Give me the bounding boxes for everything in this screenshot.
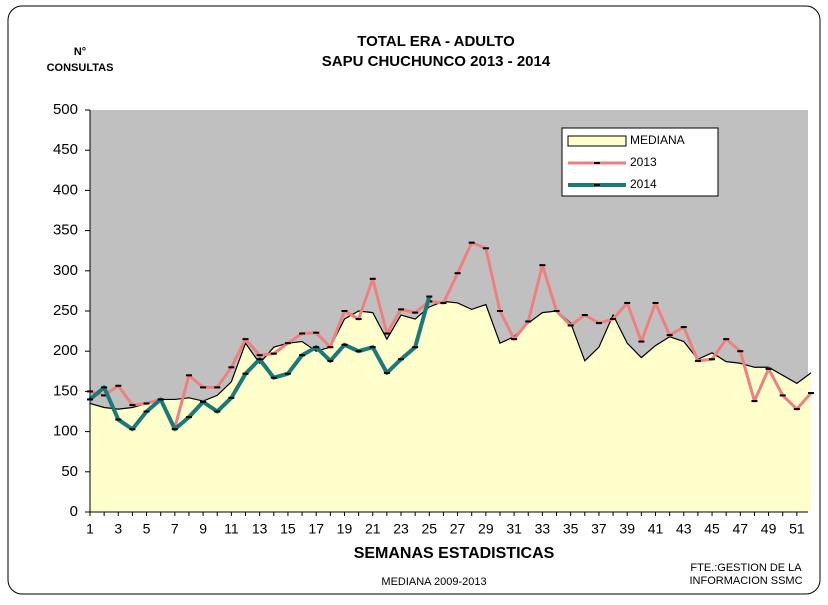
y-tick-label: 250 <box>53 302 78 319</box>
source: INFORMACION SSMC <box>689 575 802 587</box>
x-tick-label: 25 <box>422 521 438 537</box>
y-tick-label: 400 <box>53 181 78 198</box>
x-tick-label: 11 <box>224 521 239 537</box>
x-tick-label: 45 <box>704 521 720 537</box>
legend-label: 2013 <box>630 155 657 169</box>
x-tick-label: 51 <box>789 521 805 537</box>
x-tick-label: 23 <box>393 521 409 537</box>
x-tick-label: 1 <box>86 521 94 537</box>
x-tick-label: 43 <box>676 521 692 537</box>
y-label: CONSULTAS <box>47 62 114 74</box>
y-tick-label: 450 <box>53 141 78 158</box>
x-tick-label: 37 <box>591 521 607 537</box>
x-tick-label: 3 <box>114 521 122 537</box>
x-tick-label: 39 <box>619 521 635 537</box>
legend: MEDIANA 2013 2014 <box>561 127 719 197</box>
x-tick-label: 49 <box>761 521 777 537</box>
x-tick-label: 35 <box>563 521 579 537</box>
y-tick-label: 500 <box>53 101 78 118</box>
legend-swatch <box>567 135 627 147</box>
series-line <box>89 241 813 430</box>
legend-label: MEDIANA <box>630 133 685 147</box>
x-tick-label: 31 <box>506 521 522 537</box>
legend-label: 2014 <box>630 177 657 191</box>
note: MEDIANA 2009-2013 <box>381 576 486 588</box>
chart-title: TOTAL ERA - ADULTO <box>357 33 515 50</box>
y-tick-label: 300 <box>53 262 78 279</box>
x-tick-label: 9 <box>199 521 207 537</box>
area-line <box>89 300 812 410</box>
y-label: N° <box>74 46 86 58</box>
y-tick-label: 200 <box>53 342 78 359</box>
x-tick-label: 47 <box>733 521 749 537</box>
x-tick-label: 17 <box>308 521 324 537</box>
x-tick-label: 27 <box>450 521 466 537</box>
y-tick-label: 50 <box>61 463 78 480</box>
x-tick-label: 33 <box>535 521 551 537</box>
chart-subtitle: SAPU CHUCHUNCO 2013 - 2014 <box>322 53 551 70</box>
x-tick-label: 15 <box>280 521 296 537</box>
source: FTE.:GESTION DE LA <box>690 562 802 574</box>
x-tick-label: 21 <box>365 521 381 537</box>
x-tick-label: 29 <box>478 521 494 537</box>
y-tick-label: 0 <box>70 503 78 520</box>
x-tick-label: 19 <box>337 521 353 537</box>
y-tick-label: 150 <box>53 382 78 399</box>
x-tick-label: 5 <box>143 521 151 537</box>
y-tick-label: 100 <box>53 423 78 440</box>
x-tick-label: 13 <box>252 521 268 537</box>
y-tick-label: 350 <box>53 222 78 239</box>
x-label: SEMANAS ESTADISTICAS <box>354 545 555 562</box>
x-tick-label: 7 <box>171 521 179 537</box>
x-tick-label: 41 <box>648 521 664 537</box>
